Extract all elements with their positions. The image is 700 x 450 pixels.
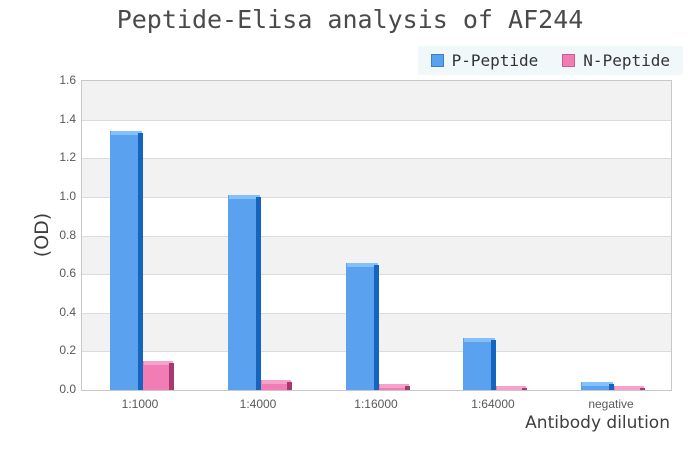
bar-top-face [380, 384, 409, 389]
bar-side-face [256, 196, 261, 390]
bar-n-peptide-1:16000 [379, 384, 410, 390]
y-tick-label: 1.6 [59, 73, 76, 87]
x-tick-label: 1:4000 [239, 397, 277, 411]
y-tick-label: 0.6 [59, 266, 76, 281]
gridline [82, 119, 671, 121]
bar-side-face [374, 264, 379, 390]
legend-swatch-n-peptide [562, 54, 576, 67]
bar-p-peptide-1:1000 [110, 131, 143, 390]
bar-side-face [609, 384, 614, 390]
bar-p-peptide-negative [581, 382, 614, 390]
bar-top-face [497, 386, 526, 390]
y-tick-label: 1.2 [59, 150, 76, 165]
x-tick-label: 1:64000 [471, 397, 515, 411]
bar-top-face [615, 386, 644, 390]
bar-side-face [522, 388, 527, 390]
y-tick-label: 0.0 [59, 382, 76, 396]
bar-top-face [144, 361, 173, 365]
bar-n-peptide-negative [614, 386, 645, 390]
bar-p-peptide-1:4000 [228, 194, 261, 390]
bar-top-face [111, 131, 142, 136]
bar-top-face [262, 380, 291, 385]
y-tick-label: 1.4 [59, 111, 76, 126]
plot-band [82, 81, 671, 120]
legend-swatch-p-peptide [430, 54, 444, 67]
bar-n-peptide-1:4000 [261, 380, 292, 390]
bar-n-peptide-1:64000 [496, 386, 527, 390]
y-tick-label: 0.4 [59, 304, 76, 319]
plot-area [81, 80, 672, 391]
legend-item-n-peptide: N-Peptide [562, 51, 670, 70]
gridline [82, 158, 671, 160]
bar-side-face [138, 133, 143, 390]
legend-label: N-Peptide [583, 51, 670, 70]
y-tick-label: 0.2 [59, 343, 76, 358]
gridline [82, 196, 671, 198]
legend-label: P-Peptide [451, 51, 539, 70]
plot-band [82, 196, 671, 236]
bar-side-face [169, 363, 174, 390]
gridline [82, 235, 671, 237]
bar-top-face [464, 337, 495, 342]
bar-side-face [640, 388, 645, 390]
plot-band [82, 119, 671, 159]
x-tick-label: 1:16000 [354, 397, 398, 411]
y-tick-label: 1.0 [59, 188, 76, 203]
bar-n-peptide-1:1000 [143, 361, 174, 390]
bar-top-face [229, 194, 260, 199]
bar-top-face [347, 262, 378, 267]
chart-title: Peptide-Elisa analysis of AF244 [116, 5, 584, 34]
bar-p-peptide-1:64000 [463, 337, 496, 390]
x-axis-label: Antibody dilution [525, 413, 670, 433]
bar-side-face [491, 339, 496, 390]
bar-side-face [287, 382, 292, 390]
y-tick-label: 0.8 [59, 227, 76, 242]
x-tick-label: negative [588, 397, 634, 411]
bar-p-peptide-1:16000 [346, 262, 379, 390]
legend: P-Peptide N-Peptide [417, 46, 683, 75]
x-tick-label: 1:1000 [121, 397, 159, 411]
plot-band [82, 158, 671, 197]
bar-top-face [582, 382, 613, 387]
legend-item-p-peptide: P-Peptide [430, 51, 539, 70]
bar-side-face [405, 386, 410, 390]
